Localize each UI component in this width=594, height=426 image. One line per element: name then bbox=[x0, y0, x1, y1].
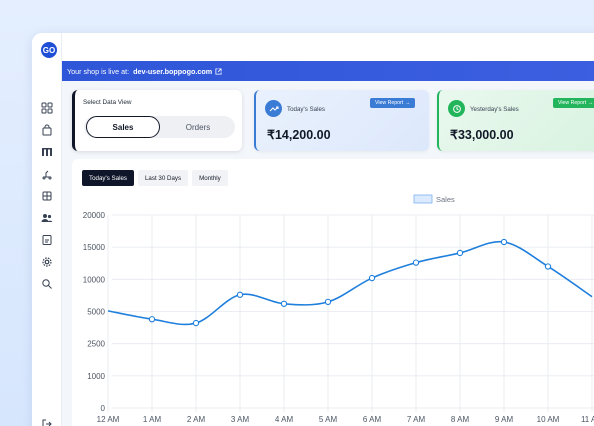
x-tick-label: 5 AM bbox=[319, 415, 338, 424]
x-tick-label: 8 AM bbox=[451, 415, 470, 424]
y-tick-label: 10000 bbox=[83, 275, 106, 284]
arrow-right-icon: → bbox=[588, 100, 594, 106]
top-bar bbox=[62, 33, 594, 61]
tab-last-30-days[interactable]: Last 30 Days bbox=[137, 170, 189, 186]
logo-text: GO bbox=[43, 46, 55, 55]
shopping-bag-icon[interactable] bbox=[40, 123, 54, 137]
external-link-icon[interactable] bbox=[215, 67, 222, 75]
x-tick-label: 2 AM bbox=[187, 415, 206, 424]
sales-chart-panel bbox=[72, 159, 594, 426]
x-tick-label: 1 AM bbox=[143, 415, 162, 424]
y-tick-label: 15000 bbox=[83, 243, 106, 252]
data-point bbox=[544, 263, 552, 270]
yesterday-view-report-button[interactable]: View Report → bbox=[553, 98, 594, 108]
orders-toggle-option[interactable]: Orders bbox=[185, 122, 211, 132]
y-tick-label: 0 bbox=[101, 404, 106, 413]
legend-swatch bbox=[413, 194, 433, 204]
app-window: GO bbox=[32, 33, 594, 426]
data-point bbox=[456, 249, 464, 257]
x-tick-label: 11 AM bbox=[581, 415, 594, 424]
data-point bbox=[236, 291, 244, 298]
y-tick-label: 5000 bbox=[87, 308, 105, 317]
data-point bbox=[324, 298, 332, 305]
data-point bbox=[500, 238, 508, 246]
x-tick-label: 10 AM bbox=[537, 415, 560, 424]
x-tick-label: 6 AM bbox=[363, 415, 382, 424]
tab-monthly[interactable]: Monthly bbox=[192, 170, 228, 186]
sales-line bbox=[107, 240, 593, 326]
yesterday-sales-value: ₹33,000.00 bbox=[450, 128, 514, 142]
x-tick-label: 3 AM bbox=[231, 415, 250, 424]
y-tick-label: 20000 bbox=[83, 211, 106, 220]
x-tick-label: 12 AM bbox=[97, 415, 120, 424]
data-point bbox=[280, 300, 288, 307]
x-tick-label: 4 AM bbox=[275, 415, 294, 424]
reports-icon[interactable] bbox=[40, 233, 54, 247]
x-tick-label: 7 AM bbox=[407, 415, 426, 424]
shop-url-link[interactable]: dev-user.boppogo.com bbox=[133, 66, 213, 76]
settings-icon[interactable] bbox=[40, 255, 54, 269]
arrow-right-icon: → bbox=[405, 100, 411, 106]
history-icon bbox=[448, 100, 465, 117]
data-point bbox=[148, 316, 156, 323]
tab-todays-sales[interactable]: Today's Sales bbox=[82, 170, 134, 186]
search-icon[interactable] bbox=[40, 277, 54, 291]
today-sales-card: Today's Sales View Report → ₹14,200.00 bbox=[254, 90, 429, 151]
data-view-card: Select Data View Sales Orders bbox=[72, 90, 242, 151]
shop-live-banner: Your shop is live at: dev-user.boppogo.c… bbox=[62, 61, 594, 81]
chart-tabs: Today's Sales Last 30 Days Monthly bbox=[82, 170, 228, 186]
data-view-toggle: Sales Orders bbox=[84, 116, 235, 138]
today-view-report-label: View Report bbox=[375, 100, 404, 106]
yesterday-view-report-label: View Report bbox=[558, 100, 587, 106]
y-tick-label: 1000 bbox=[87, 372, 105, 381]
today-view-report-button[interactable]: View Report → bbox=[370, 98, 416, 108]
logo[interactable]: GO bbox=[37, 38, 59, 60]
sidebar: GO bbox=[32, 33, 62, 426]
legend-label: Sales bbox=[436, 195, 455, 204]
data-point bbox=[412, 259, 420, 266]
trend-up-icon bbox=[265, 100, 282, 117]
product-box-icon[interactable] bbox=[40, 189, 54, 203]
dashboard-grid-icon[interactable] bbox=[40, 101, 54, 115]
yesterday-sales-label: Yesterday's Sales bbox=[470, 106, 519, 113]
sales-line-chart: 0 1000 2500 5000 10000 15000 20000 12 AM 1 AM 2 A… bbox=[83, 194, 594, 424]
delivery-icon[interactable] bbox=[40, 167, 54, 181]
store-icon[interactable] bbox=[40, 145, 54, 159]
today-sales-value: ₹14,200.00 bbox=[267, 128, 331, 142]
customers-icon[interactable] bbox=[40, 211, 54, 225]
sales-toggle-option[interactable]: Sales bbox=[86, 116, 160, 138]
today-sales-label: Today's Sales bbox=[287, 106, 325, 113]
logout-icon[interactable] bbox=[40, 417, 54, 426]
banner-prefix: Your shop is live at: bbox=[67, 66, 130, 76]
x-tick-label: 9 AM bbox=[495, 415, 514, 424]
data-view-title: Select Data View bbox=[83, 99, 132, 106]
y-tick-label: 2500 bbox=[87, 340, 105, 349]
data-point bbox=[368, 274, 376, 282]
yesterday-sales-card: Yesterday's Sales View Report → ₹33,000.… bbox=[437, 90, 594, 151]
data-point bbox=[192, 319, 200, 327]
